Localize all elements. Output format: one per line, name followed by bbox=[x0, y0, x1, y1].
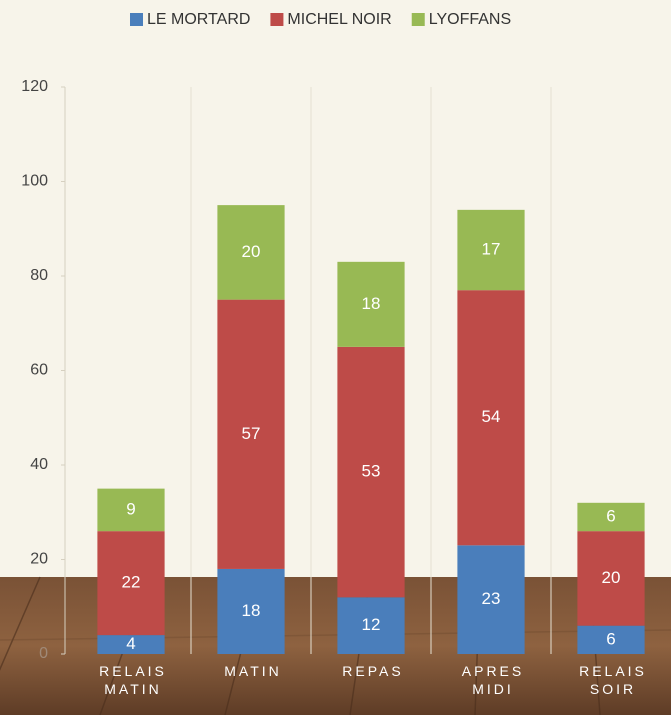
x-tick-label: REPAS bbox=[342, 663, 404, 679]
data-label: 57 bbox=[242, 424, 261, 443]
bar-segment bbox=[217, 299, 285, 569]
legend-swatch bbox=[270, 13, 284, 26]
data-label: 23 bbox=[482, 589, 501, 608]
data-label: 6 bbox=[606, 506, 615, 525]
bar-segment bbox=[457, 209, 525, 291]
bar-segment bbox=[457, 290, 525, 546]
y-tick-label: 0 bbox=[39, 645, 48, 662]
legend-label: MICHEL NOIR bbox=[287, 11, 391, 28]
y-tick-label: 80 bbox=[30, 267, 48, 284]
data-label: 18 bbox=[242, 601, 261, 620]
data-label: 20 bbox=[242, 242, 261, 261]
data-label: 4 bbox=[126, 634, 135, 653]
x-tick-label: RELAIS MATIN bbox=[99, 663, 167, 697]
data-label: 22 bbox=[122, 573, 141, 592]
data-label: 17 bbox=[482, 239, 501, 258]
bar-segment bbox=[457, 545, 525, 654]
bar-segment bbox=[217, 205, 285, 300]
data-label: 54 bbox=[482, 407, 501, 426]
x-tick-label: MATIN bbox=[224, 663, 282, 679]
bar-segment bbox=[97, 488, 165, 532]
bar-segment bbox=[577, 625, 645, 654]
legend-swatch bbox=[411, 13, 425, 26]
y-tick-label: 40 bbox=[30, 456, 48, 473]
y-tick-label: 120 bbox=[21, 78, 48, 95]
bar-segment bbox=[97, 635, 165, 654]
data-label: 53 bbox=[362, 462, 381, 481]
bar-segment bbox=[97, 531, 165, 636]
bar-segment bbox=[577, 502, 645, 532]
y-tick-label: 100 bbox=[21, 173, 48, 190]
data-label: 12 bbox=[362, 615, 381, 634]
x-tick-label: APRES MIDI bbox=[461, 663, 525, 697]
data-label: 20 bbox=[602, 568, 621, 587]
bar-segment bbox=[577, 531, 645, 626]
legend-label: LYOFFANS bbox=[429, 11, 511, 28]
bar-segment bbox=[337, 346, 405, 598]
y-tick-label: 60 bbox=[30, 362, 48, 379]
legend-label: LE MORTARD bbox=[147, 11, 250, 28]
bar-segment bbox=[337, 597, 405, 654]
data-label: 9 bbox=[126, 499, 135, 518]
bar-segment bbox=[337, 261, 405, 347]
bar-segment bbox=[217, 568, 285, 654]
data-label: 18 bbox=[362, 294, 381, 313]
y-tick-label: 20 bbox=[30, 551, 48, 568]
legend-swatch bbox=[130, 13, 143, 26]
data-label: 6 bbox=[606, 629, 615, 648]
x-tick-label: RELAIS SOIR bbox=[579, 663, 647, 697]
